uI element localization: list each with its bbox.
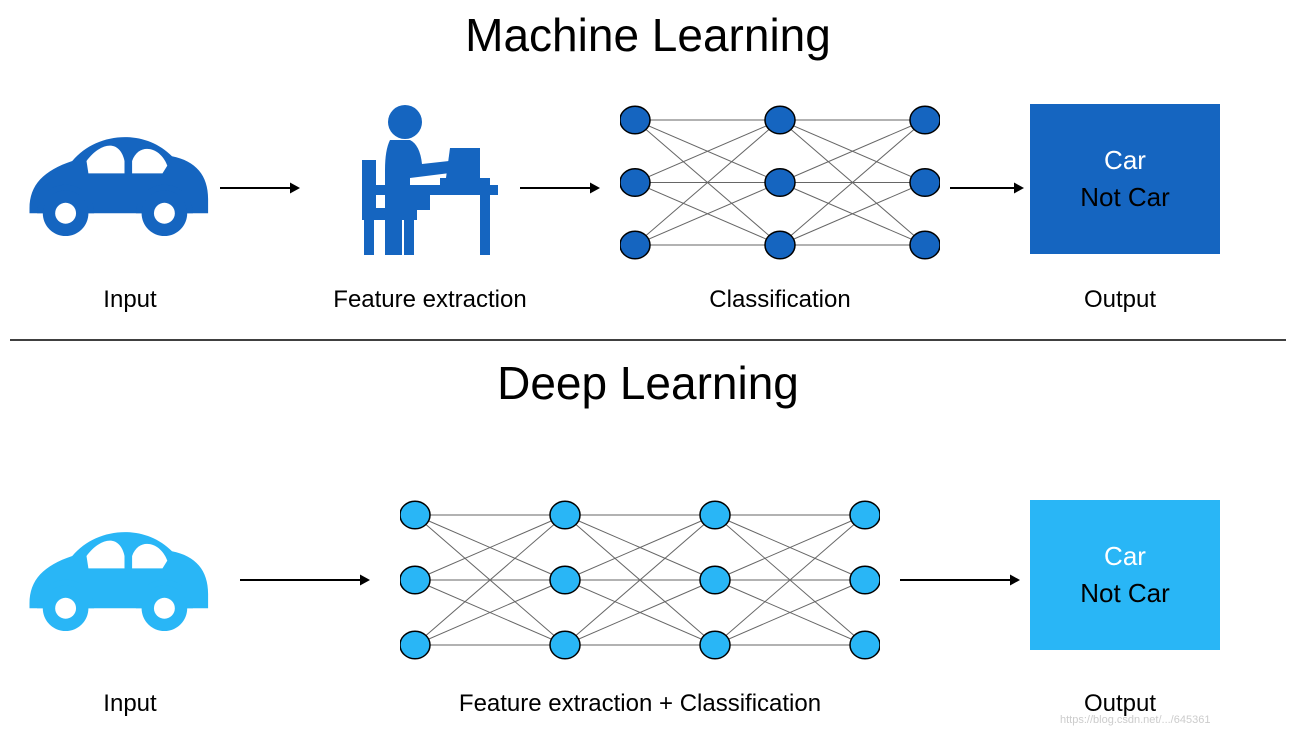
dl-arrows [0, 0, 1296, 731]
dl-label-feature: Feature extraction + Classification [380, 690, 900, 718]
watermark-text: https://blog.csdn.net/.../645361 [1060, 714, 1210, 726]
dl-label-input: Input [40, 690, 220, 718]
